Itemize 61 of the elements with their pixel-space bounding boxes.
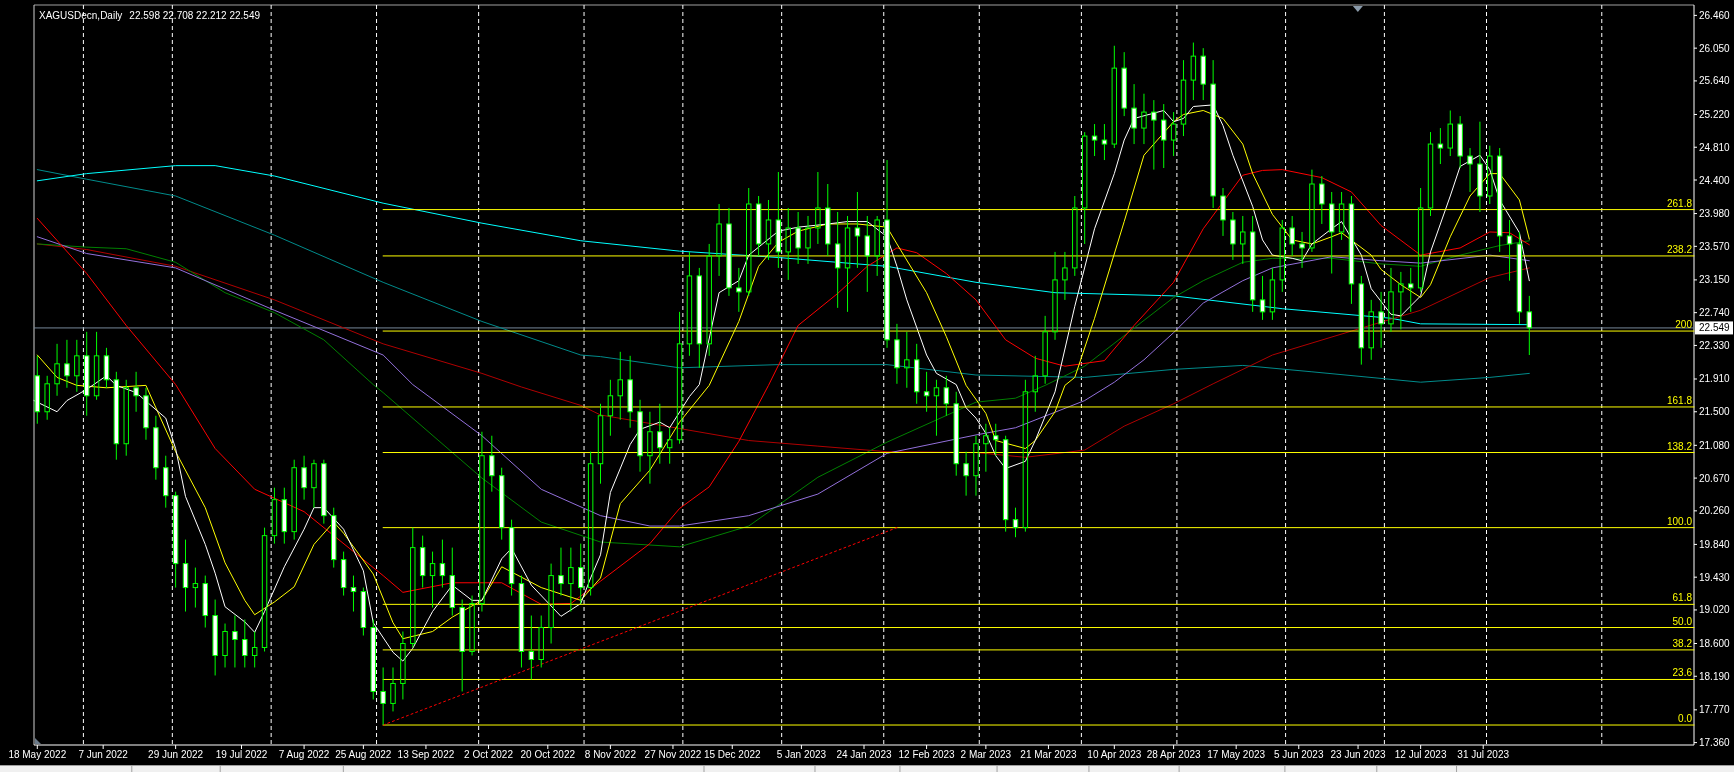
x-tick-label: 10 Apr 2023	[1087, 749, 1142, 760]
x-tick-label: 7 Aug 2022	[278, 749, 330, 760]
y-tick-label: 23.570	[1699, 240, 1731, 252]
series-label: 23.6	[1672, 667, 1693, 679]
series-label: 261.8	[1666, 197, 1693, 209]
x-tick-label: 27 Nov 2022	[644, 749, 702, 760]
x-tick-label: 25 Aug 2022	[335, 749, 392, 760]
ref-line-label: 22.549	[1699, 322, 1731, 334]
x-tick-label: 7 Jun 2022	[78, 749, 129, 760]
x-tick-label: 13 Sep 2022	[397, 749, 455, 760]
x-tick-label: 12 Jul 2023	[1394, 749, 1447, 760]
series-label: 161.8	[1666, 394, 1693, 406]
y-tick-label: 18.190	[1699, 670, 1731, 682]
y-tick-label: 26.050	[1699, 42, 1731, 54]
x-tick-label: 2 Mar 2023	[960, 749, 1012, 760]
series-label: 50.0	[1672, 615, 1693, 627]
y-tick-label: 18.600	[1699, 638, 1731, 650]
x-tick-label: 20 Oct 2022	[520, 749, 576, 760]
x-tick-label: 31 Jul 2023	[1457, 749, 1510, 760]
y-tick-label: 24.810	[1699, 141, 1731, 153]
y-tick-label: 19.020	[1699, 604, 1731, 616]
x-tick-label: 5 Jan 2023	[776, 749, 827, 760]
x-tick-label: 8 Nov 2022	[584, 749, 637, 760]
series-label: 238.2	[1666, 243, 1693, 255]
y-tick-label: 17.770	[1699, 704, 1731, 716]
x-tick-label: 5 Jun 2023	[1274, 749, 1324, 760]
y-tick-label: 21.080	[1699, 439, 1731, 451]
y-tick-label: 19.840	[1699, 538, 1731, 550]
series-label: 100.0	[1666, 515, 1693, 527]
text: XAGUSDecn,Daily	[39, 10, 123, 21]
series-label: 138.2	[1666, 440, 1693, 452]
x-tick-label: 2 Oct 2022	[464, 749, 514, 760]
x-tick-label: 21 Mar 2023	[1020, 749, 1077, 760]
y-tick-label: 21.500	[1699, 406, 1731, 418]
x-tick-label: 19 Jul 2022	[215, 749, 268, 760]
x-tick-label: 23 Jun 2023	[1330, 749, 1386, 760]
y-tick-label: 25.640	[1699, 75, 1731, 87]
y-tick-label: 17.360	[1699, 737, 1731, 749]
x-tick-label: 12 Feb 2023	[898, 749, 956, 760]
y-tick-label: 25.220	[1699, 108, 1731, 120]
y-tick-label: 23.150	[1699, 274, 1731, 286]
y-tick-label: 24.400	[1699, 174, 1731, 186]
y-tick-label: 20.260	[1699, 505, 1731, 517]
series-label: 61.8	[1672, 592, 1693, 604]
y-tick-label: 21.910	[1699, 373, 1731, 385]
x-tick-label: 28 Apr 2023	[1146, 749, 1202, 760]
x-tick-label: 29 Jun 2022	[148, 749, 204, 760]
y-tick-label: 23.980	[1699, 208, 1731, 220]
y-tick-label: 22.330	[1699, 339, 1731, 351]
series-label: 200	[1675, 319, 1693, 331]
y-tick-label: 22.740	[1699, 307, 1731, 319]
x-tick-label: 17 May 2023	[1207, 749, 1266, 760]
y-tick-label: 19.430	[1699, 571, 1731, 583]
y-tick-label: 20.670	[1699, 472, 1731, 484]
y-tick-label: 26.460	[1699, 9, 1731, 21]
text: 22.598 22.708 22.212 22.549	[129, 10, 261, 21]
x-tick-label: 24 Jan 2023	[836, 749, 892, 760]
series-label: 38.2	[1672, 637, 1693, 649]
x-tick-label: 18 May 2022	[8, 749, 67, 760]
x-tick-label: 15 Dec 2022	[703, 749, 762, 760]
series-label: 0.0	[1678, 713, 1693, 725]
